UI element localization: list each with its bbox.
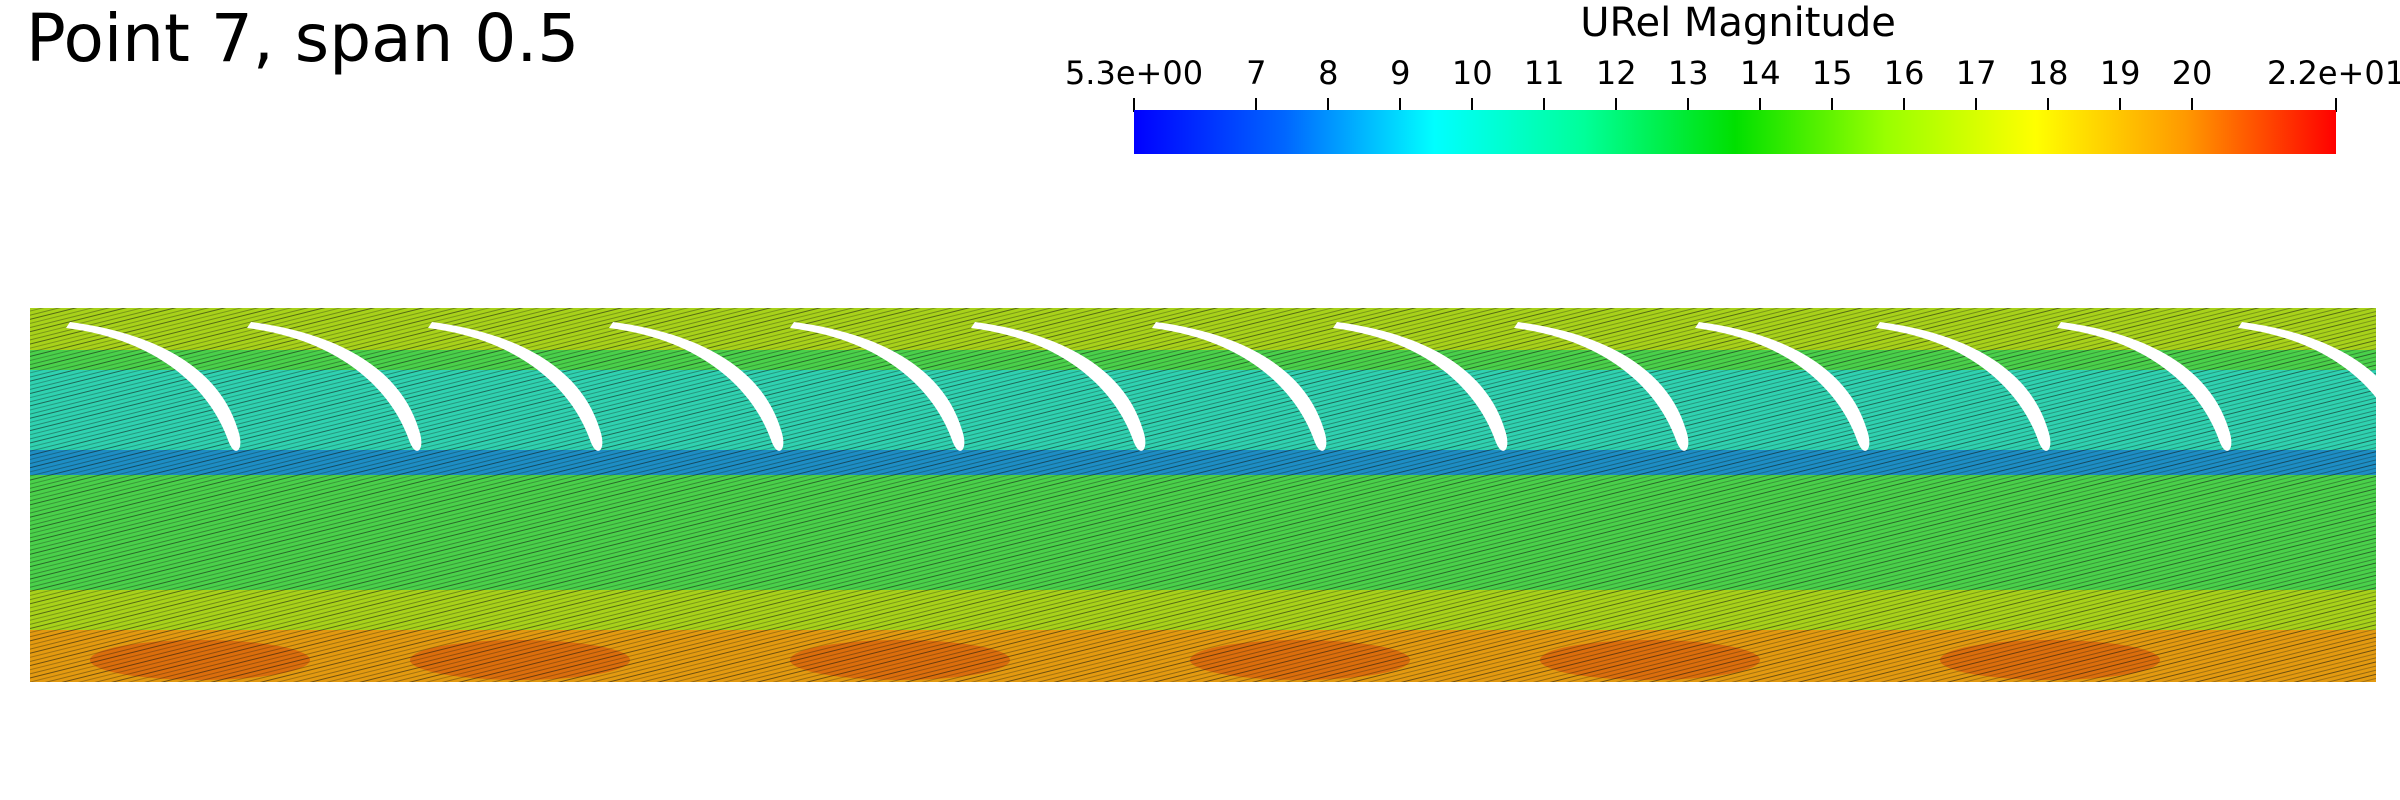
colorbar-tick-mark — [1133, 98, 1135, 112]
colorbar-tick-mark — [1759, 98, 1762, 112]
colorbar-tick-label: 5.3e+00 — [1064, 54, 1204, 92]
colorbar-tick-mark — [1255, 98, 1258, 112]
colorbar-tick-mark — [2191, 98, 2194, 112]
colorbar-tick-mark — [1399, 98, 1402, 112]
colorbar-tick-mark — [1615, 98, 1618, 112]
blade-profile — [1333, 322, 1508, 451]
colorbar-tick-mark — [1831, 98, 1834, 112]
colorbar-tick-label: 11 — [1523, 54, 1565, 92]
blade-profile — [1514, 322, 1689, 451]
colorbar-tick-label: 7 — [1246, 54, 1267, 92]
colorbar-tick-label: 20 — [2171, 54, 2213, 92]
colorbar-tick-label: 8 — [1318, 54, 1339, 92]
colorbar-tick-label: 15 — [1811, 54, 1853, 92]
plot-title: Point 7, span 0.5 — [26, 0, 580, 77]
colorbar-tick-mark — [1471, 98, 1474, 112]
colorbar-tick-mark — [1975, 98, 1978, 112]
colorbar-tick-label: 16 — [1883, 54, 1925, 92]
colorbar-tick-label: 2.2e+01 — [2266, 54, 2400, 92]
colorbar-ticks: 5.3e+00 7 8 9 10 11 12 13 14 15 16 17 18 19 20 2.2e+01 — [0, 0, 2400, 160]
colorbar-tick-label: 10 — [1451, 54, 1493, 92]
colorbar-tick-label: 12 — [1595, 54, 1637, 92]
blade-profile — [2238, 322, 2400, 440]
colorbar-tick-label: 14 — [1739, 54, 1781, 92]
left-margin — [0, 300, 30, 700]
colorbar-tick-label: 13 — [1667, 54, 1709, 92]
colorbar-tick-label: 18 — [2027, 54, 2069, 92]
colorbar-tick-mark — [1687, 98, 1690, 112]
blade-profile — [609, 322, 784, 451]
colorbar-title: URel Magnitude — [1580, 0, 1896, 46]
colorbar-tick-mark — [1903, 98, 1906, 112]
colorbar-tick-label: 17 — [1955, 54, 1997, 92]
blade-profile — [428, 322, 603, 451]
blade-profile — [790, 322, 965, 451]
colorbar-tick-label: 19 — [2099, 54, 2141, 92]
colorbar-tick-mark — [2335, 98, 2337, 112]
colorbar-tick-mark — [1543, 98, 1546, 112]
blade-profile — [971, 322, 1146, 451]
streamline-texture — [30, 308, 2376, 682]
blade-profile — [2057, 322, 2232, 451]
colorbar-tick-mark — [2119, 98, 2122, 112]
blade-row — [0, 300, 2400, 700]
blade-profile — [1876, 322, 2051, 451]
blade-profile — [1152, 322, 1327, 451]
colorbar-tick-mark — [1327, 98, 1330, 112]
blade-profile — [247, 322, 422, 451]
colorbar-tick-mark — [2047, 98, 2050, 112]
blade-profile — [66, 322, 241, 451]
blade-profile — [1695, 322, 1870, 451]
colorbar-gradient-bar — [1134, 110, 2336, 154]
colorbar-tick-label: 9 — [1390, 54, 1411, 92]
streamline-flow-field — [0, 300, 2400, 700]
